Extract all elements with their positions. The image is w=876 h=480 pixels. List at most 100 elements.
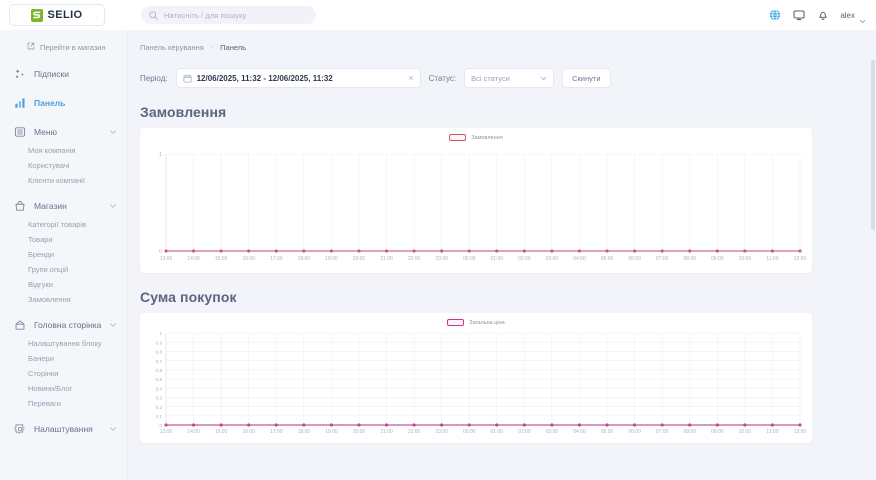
- svg-text:12:00: 12:00: [794, 429, 807, 435]
- svg-text:19:00: 19:00: [325, 429, 338, 435]
- chevron-down-icon: [109, 321, 117, 329]
- purchase-sum-chart-card: Загальна ціна 0 0,1 0,2 0,3 0,4 0,5 0,6 0,7 0,8 0…: [140, 313, 812, 443]
- status-label: Статус:: [428, 73, 457, 83]
- svg-text:0: 0: [159, 249, 162, 255]
- svg-text:01:00: 01:00: [491, 429, 504, 435]
- status-select[interactable]: Всі статуси: [464, 68, 555, 88]
- period-value: 12/06/2025, 11:32 - 12/06/2025, 11:32: [196, 73, 333, 83]
- svg-text:15:00: 15:00: [215, 429, 228, 435]
- breadcrumb-item-control-panel[interactable]: Панель керування: [140, 43, 204, 52]
- sidebar-goto-shop[interactable]: Перейти в магазин: [0, 38, 127, 56]
- sidebar-subitem-option-groups[interactable]: Групи опцій: [28, 265, 69, 274]
- svg-text:0,3: 0,3: [156, 396, 163, 401]
- svg-text:07:00: 07:00: [656, 429, 669, 435]
- search-icon: [149, 10, 158, 20]
- svg-text:0,4: 0,4: [156, 386, 163, 391]
- period-label: Період:: [140, 73, 168, 83]
- brand-logo[interactable]: SELIO: [9, 4, 105, 26]
- svg-text:10:00: 10:00: [739, 256, 752, 262]
- svg-text:10:00: 10:00: [739, 429, 752, 435]
- svg-text:11:00: 11:00: [766, 429, 778, 435]
- app-body: Перейти в магазин Підписки: [0, 30, 876, 480]
- user-menu[interactable]: alex: [840, 10, 866, 23]
- sidebar-item-menu[interactable]: Меню: [0, 120, 127, 143]
- svg-text:0,8: 0,8: [156, 350, 163, 355]
- user-name: alex: [840, 10, 855, 20]
- sidebar-subitem-banners[interactable]: Банери: [28, 354, 54, 363]
- reset-filters-button[interactable]: Скинути: [562, 68, 611, 88]
- globe-icon[interactable]: [768, 9, 781, 22]
- calendar-icon: [183, 73, 192, 83]
- sidebar-subitem-news-blog[interactable]: Новини/Блог: [28, 384, 73, 393]
- chevron-down-icon: [109, 128, 117, 136]
- svg-text:09:00: 09:00: [711, 429, 724, 435]
- sidebar-subitem-reviews[interactable]: Відгуки: [28, 280, 54, 289]
- period-daterange-input[interactable]: 12/06/2025, 11:32 - 12/06/2025, 11:32 ×: [175, 68, 421, 88]
- sidebar-subitem-products[interactable]: Товари: [28, 235, 53, 244]
- svg-text:04:00: 04:00: [573, 256, 586, 262]
- sidebar-group-shop: Магазин Категорії товарів Товари Бренди …: [0, 194, 127, 307]
- top-bar-actions: alex: [768, 9, 866, 23]
- svg-text:06:00: 06:00: [628, 256, 641, 262]
- sidebar-item-label: Налаштування: [34, 423, 93, 434]
- svg-text:14:00: 14:00: [187, 429, 200, 435]
- sidebar-goto-shop-label: Перейти в магазин: [40, 42, 106, 52]
- svg-text:21:00: 21:00: [380, 429, 393, 435]
- chevron-down-icon: [540, 69, 547, 87]
- svg-text:16:00: 16:00: [242, 429, 255, 435]
- legend-label: Замовлення: [471, 134, 503, 141]
- sidebar-subitem-company-clients[interactable]: Клієнти компанії: [28, 176, 85, 185]
- top-bar: SELIO Натисніть / для пошуку: [0, 0, 876, 30]
- sidebar-item-label: Підписки: [34, 68, 70, 79]
- svg-text:16:00: 16:00: [242, 256, 255, 262]
- svg-text:0,2: 0,2: [156, 405, 163, 410]
- svg-text:20:00: 20:00: [353, 429, 366, 435]
- svg-text:03:00: 03:00: [546, 429, 559, 435]
- sidebar-subitem-brands[interactable]: Бренди: [28, 250, 54, 259]
- legend-swatch[interactable]: [447, 319, 465, 326]
- sidebar: Перейти в магазин Підписки: [0, 30, 128, 480]
- sidebar-group-settings: Налаштування: [0, 417, 127, 440]
- sidebar-item-shop[interactable]: Магазин: [0, 194, 127, 217]
- sidebar-subitem-users[interactable]: Користувачі: [28, 161, 70, 170]
- sidebar-item-subscriptions[interactable]: Підписки: [0, 62, 127, 85]
- sidebar-subitem-orders[interactable]: Замовлення: [28, 295, 71, 304]
- sidebar-subitem-my-company[interactable]: Моя компанія: [28, 146, 76, 155]
- main-content: Панель керування › Панель Період:: [128, 30, 876, 480]
- svg-text:20:00: 20:00: [353, 256, 366, 262]
- sidebar-subitem-block-settings[interactable]: Налаштування блоку: [28, 339, 102, 348]
- sidebar-subitem-advantages[interactable]: Переваги: [28, 399, 61, 408]
- svg-text:18:00: 18:00: [298, 429, 311, 435]
- svg-text:17:00: 17:00: [270, 429, 283, 435]
- external-link-icon: [27, 42, 35, 52]
- orders-chart-legend: Замовлення: [140, 134, 812, 141]
- sidebar-item-homepage[interactable]: Головна сторінка: [0, 313, 127, 336]
- svg-text:0,7: 0,7: [156, 359, 163, 364]
- monitor-icon[interactable]: [792, 9, 805, 22]
- breadcrumb-item-panel: Панель: [220, 43, 247, 52]
- section-title-orders: Замовлення: [140, 104, 227, 120]
- purchase-sum-chart-legend: Загальна ціна: [140, 319, 812, 326]
- orders-chart-plot[interactable]: 0 1 13:00 14:00 15:00 16:00 17:00 18:00 19:00 20:…: [140, 128, 812, 273]
- legend-swatch[interactable]: [449, 134, 467, 141]
- purchase-sum-chart-plot[interactable]: 0 0,1 0,2 0,3 0,4 0,5 0,6 0,7 0,8 0,9 1 13:00 14:00 1…: [140, 313, 812, 443]
- svg-text:00:00: 00:00: [463, 429, 476, 435]
- sidebar-item-settings[interactable]: Налаштування: [0, 417, 127, 440]
- search-input[interactable]: Натисніть / для пошуку: [141, 6, 316, 24]
- sidebar-subitem-pages[interactable]: Сторінки: [28, 369, 59, 378]
- sidebar-subitem-product-categories[interactable]: Категорії товарів: [28, 220, 87, 229]
- brand-name: SELIO: [47, 9, 83, 21]
- menu-list-icon: [13, 125, 26, 138]
- search-placeholder: Натисніть / для пошуку: [164, 10, 247, 20]
- svg-text:05:00: 05:00: [601, 256, 614, 262]
- svg-text:13:00: 13:00: [160, 429, 173, 435]
- section-title-purchase-sum: Сума покупок: [140, 289, 237, 305]
- bell-icon[interactable]: [816, 9, 829, 22]
- svg-text:0,6: 0,6: [156, 368, 163, 373]
- sidebar-item-dashboard[interactable]: Панель: [0, 91, 127, 114]
- bar-chart-icon: [13, 96, 26, 109]
- svg-text:09:00: 09:00: [711, 256, 724, 262]
- sidebar-group-homepage: Головна сторінка Налаштування блоку Бане…: [0, 313, 127, 411]
- scrollbar-thumb[interactable]: [871, 60, 875, 230]
- clear-period-icon[interactable]: ×: [408, 72, 414, 83]
